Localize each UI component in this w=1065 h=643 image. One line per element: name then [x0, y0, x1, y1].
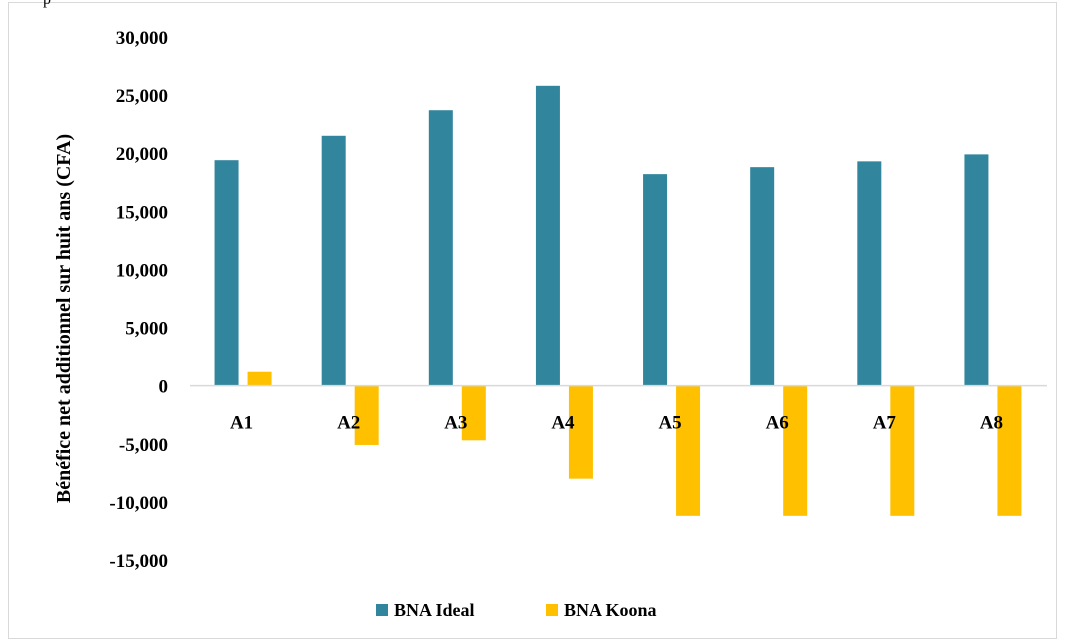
y-tick-label: 30,000: [116, 28, 168, 49]
bar-bna-ideal-a2: [321, 135, 346, 386]
y-axis-ticks: 30,000 25,000 20,000 15,000 10,000 5,000 0 -5,0…: [109, 28, 168, 572]
bar-bna-ideal-a7: [857, 161, 882, 386]
y-tick-label: 5,000: [125, 319, 168, 340]
category-label: A2: [337, 413, 360, 434]
legend: BNA Ideal BNA Koona: [376, 600, 657, 620]
category-labels: A1 A2 A3 A4 A5 A6 A7 A8: [230, 413, 1003, 434]
y-tick-label: 0: [159, 377, 169, 398]
category-label: A5: [658, 413, 681, 434]
bar-bna-koona-a1: [247, 371, 272, 386]
chart-frame: p: [8, 0, 1057, 639]
bar-bna-koona-a2: [354, 385, 379, 445]
category-label: A4: [551, 413, 575, 434]
bar-bna-koona-a7: [890, 385, 915, 516]
header-fragment: p: [43, 0, 51, 9]
y-tick-label: 10,000: [116, 260, 168, 281]
bars: [214, 85, 1022, 516]
y-tick-label: -15,000: [109, 551, 168, 572]
category-label: A1: [230, 413, 253, 434]
legend-label-bna-ideal: BNA Ideal: [394, 600, 475, 620]
bar-bna-ideal-a6: [750, 167, 775, 386]
bar-bna-ideal-a8: [964, 154, 989, 386]
y-tick-label: -5,000: [119, 435, 168, 456]
bar-bna-koona-a5: [676, 385, 701, 516]
bar-bna-ideal-a4: [535, 85, 560, 386]
category-label: A7: [873, 413, 897, 434]
y-tick-label: 20,000: [116, 144, 168, 165]
legend-swatch-bna-koona: [546, 604, 558, 616]
bar-bna-ideal-a1: [214, 160, 239, 386]
category-label: A3: [444, 413, 467, 434]
bar-bna-koona-a6: [783, 385, 808, 516]
bar-bna-koona-a4: [568, 385, 593, 479]
category-label: A8: [980, 413, 1003, 434]
legend-swatch-bna-ideal: [376, 604, 388, 616]
y-tick-label: -10,000: [109, 493, 168, 514]
bar-bna-koona-a3: [461, 385, 486, 441]
y-tick-label: 15,000: [116, 202, 168, 223]
bar-bna-koona-a8: [997, 385, 1022, 516]
bar-bna-ideal-a5: [643, 174, 668, 386]
category-label: A6: [766, 413, 789, 434]
bar-bna-ideal-a3: [428, 110, 453, 386]
y-tick-label: 25,000: [116, 86, 168, 107]
legend-label-bna-koona: BNA Koona: [564, 600, 657, 620]
y-axis-label: Bénéfice net additionnel sur huit ans (C…: [53, 134, 75, 503]
